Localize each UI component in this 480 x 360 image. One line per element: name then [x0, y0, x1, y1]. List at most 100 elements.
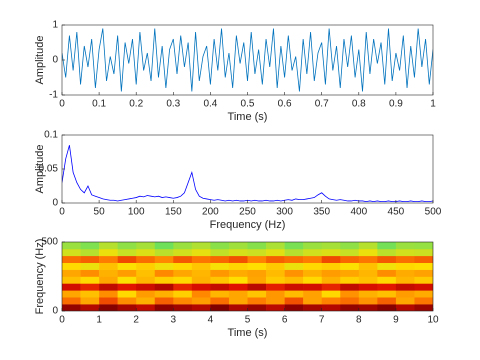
- signal-line: [62, 145, 433, 203]
- heat-cell: [173, 297, 193, 305]
- x-tick-label: 0: [59, 99, 65, 110]
- y-tick-label: 1: [52, 20, 58, 31]
- heat-cell: [210, 248, 230, 257]
- heat-cell: [377, 290, 397, 298]
- heat-cell: [247, 297, 267, 305]
- heat-cell: [358, 242, 378, 250]
- heat-cell: [266, 283, 285, 291]
- x-tick-label: 0.4: [203, 99, 217, 110]
- heat-cell: [154, 242, 174, 250]
- heat-cell: [266, 269, 285, 277]
- heat-cell: [228, 297, 248, 305]
- heat-cell: [117, 262, 137, 270]
- heat-cell: [414, 262, 433, 270]
- x-tick-label: 0.3: [166, 99, 180, 110]
- x-tick-label: 3: [171, 315, 177, 326]
- x-tick-label: 0: [59, 207, 65, 218]
- heat-cell: [117, 276, 137, 284]
- x-tick-label: 300: [276, 207, 293, 218]
- heat-cell: [284, 304, 304, 311]
- heat-cell: [284, 276, 304, 284]
- heat-cell: [247, 255, 267, 263]
- heat-cell: [247, 248, 267, 257]
- x-tick-label: 350: [313, 207, 330, 218]
- x-tick-label: 0.6: [278, 99, 292, 110]
- y-tick-label: 0.1: [44, 130, 58, 141]
- heat-cell: [80, 269, 100, 277]
- heat-cell: [377, 248, 397, 257]
- heat-cell: [154, 290, 174, 298]
- heat-cell: [80, 242, 100, 250]
- plot-area: [62, 242, 433, 311]
- heat-cell: [414, 297, 433, 305]
- heat-cell: [154, 269, 174, 277]
- heat-cell: [136, 304, 156, 311]
- heat-cell: [191, 269, 211, 277]
- heat-cell: [395, 269, 415, 277]
- heat-cell: [358, 248, 378, 257]
- heat-cell: [266, 290, 285, 298]
- heat-cell: [340, 276, 360, 284]
- heat-cell: [340, 269, 360, 277]
- heat-cell: [191, 297, 211, 305]
- heat-cell: [99, 255, 118, 263]
- heat-cell: [191, 304, 211, 311]
- heat-cell: [340, 304, 360, 311]
- heat-cell: [303, 255, 322, 263]
- heat-cell: [62, 262, 81, 270]
- heat-cell: [99, 304, 118, 311]
- x-tick-label: 0.2: [129, 99, 143, 110]
- heat-cell: [284, 255, 304, 263]
- heat-cell: [117, 255, 137, 263]
- heat-cell: [154, 262, 174, 270]
- heat-cell: [228, 304, 248, 311]
- y-tick-label: 0: [52, 198, 58, 209]
- heat-cell: [228, 248, 248, 257]
- heat-cell: [340, 262, 360, 270]
- heat-cell: [154, 276, 174, 284]
- heat-cell: [414, 242, 433, 250]
- y-tick-label: 0: [52, 306, 58, 317]
- heat-cell: [117, 297, 137, 305]
- heat-cell: [303, 262, 322, 270]
- heat-cell: [228, 269, 248, 277]
- heat-cell: [62, 248, 81, 257]
- heat-cell: [228, 276, 248, 284]
- heat-cell: [210, 297, 230, 305]
- heat-cell: [340, 297, 360, 305]
- heat-cell: [80, 297, 100, 305]
- x-tick-label: 5: [245, 315, 251, 326]
- x-tick-label: 0.5: [241, 99, 255, 110]
- heat-cell: [284, 290, 304, 298]
- heat-cell: [210, 304, 230, 311]
- x-tick-label: 200: [202, 207, 219, 218]
- heat-cell: [321, 242, 341, 250]
- y-axis-label: Amplitude: [34, 36, 46, 85]
- heat-cell: [247, 304, 267, 311]
- heat-cell: [303, 248, 322, 257]
- x-tick-label: 7: [319, 315, 325, 326]
- heat-cell: [377, 269, 397, 277]
- heat-cell: [395, 255, 415, 263]
- heat-cell: [266, 242, 285, 250]
- heat-cell: [284, 262, 304, 270]
- heat-cell: [173, 255, 193, 263]
- x-tick-label: 0.8: [352, 99, 366, 110]
- heat-cell: [266, 262, 285, 270]
- plot-area: [62, 28, 433, 92]
- heat-cell: [358, 297, 378, 305]
- heat-cell: [62, 290, 81, 298]
- x-axis-label: Time (s): [228, 111, 268, 123]
- heat-cell: [136, 276, 156, 284]
- heat-cell: [62, 297, 81, 305]
- heat-cell: [395, 262, 415, 270]
- heat-cell: [99, 276, 118, 284]
- heat-cell: [62, 304, 81, 311]
- heat-cell: [80, 262, 100, 270]
- x-tick-label: 8: [356, 315, 362, 326]
- heat-cell: [266, 248, 285, 257]
- heat-cell: [80, 248, 100, 257]
- x-tick-label: 1: [430, 99, 436, 110]
- heat-cell: [99, 297, 118, 305]
- heat-cell: [117, 304, 137, 311]
